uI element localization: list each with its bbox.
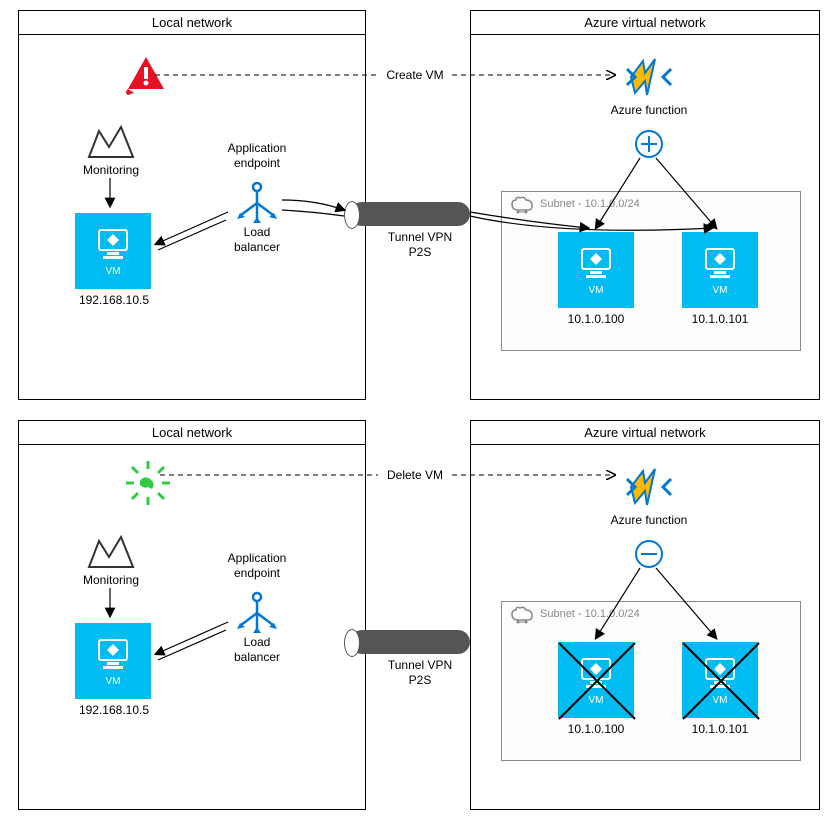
vm-ip-2: 10.1.0.101 <box>678 722 762 737</box>
vm-ip-1: 10.1.0.100 <box>554 722 638 737</box>
lb-label: Load balancer <box>229 635 285 665</box>
vm-azure-1: VM <box>558 232 634 308</box>
vm-ip: 192.168.10.5 <box>69 703 159 718</box>
vm-local-bottom: VM <box>75 623 151 699</box>
action-label-bottom: Delete VM <box>380 468 450 483</box>
lb-label: Load balancer <box>229 225 285 255</box>
monitoring-icon <box>87 121 135 164</box>
panel-title: Azure virtual network <box>471 11 819 35</box>
vm-azure-2: VM <box>682 232 758 308</box>
subnet-icon <box>510 606 534 629</box>
azure-function-icon <box>623 51 675 106</box>
func-label: Azure function <box>601 513 697 528</box>
azure-function-icon <box>623 461 675 516</box>
subnet-icon <box>510 196 534 219</box>
subnet-label: Subnet - 10.1.0.0/24 <box>540 198 640 210</box>
subnet-box: Subnet - 10.1.0.0/24 VM 10.1.0.100 VM <box>501 601 801 761</box>
panel-title: Local network <box>19 421 365 445</box>
monitoring-icon <box>87 531 135 574</box>
subnet-box: Subnet - 10.1.0.0/24 VM 10.1.0.100 VM 10… <box>501 191 801 351</box>
func-label: Azure function <box>601 103 697 118</box>
action-label-top: Create VM <box>380 68 450 83</box>
monitoring-label: Monitoring <box>81 163 141 178</box>
ok-icon <box>124 459 172 510</box>
vm-label: VM <box>106 266 121 277</box>
vm-azure-1-deleted: VM <box>558 642 634 718</box>
vm-ip: 192.168.10.5 <box>69 293 159 308</box>
vm-ip-1: 10.1.0.100 <box>554 312 638 327</box>
vm-label: VM <box>589 285 604 296</box>
load-balancer-icon <box>233 177 281 228</box>
panel-local-top: Local network Monitoring Application end… <box>18 10 366 400</box>
alert-icon <box>124 53 168 100</box>
vm-label: VM <box>713 285 728 296</box>
vm-azure-2-deleted: VM <box>682 642 758 718</box>
vm-label: VM <box>106 676 121 687</box>
panel-title: Local network <box>19 11 365 35</box>
vm-ip-2: 10.1.0.101 <box>678 312 762 327</box>
panel-local-bottom: Local network Monitoring Application end… <box>18 420 366 810</box>
plus-circle-icon <box>634 129 664 162</box>
minus-circle-icon <box>634 539 664 572</box>
subnet-label: Subnet - 10.1.0.0/24 <box>540 608 640 620</box>
tunnel-label-bottom: Tunnel VPN P2S <box>380 658 460 688</box>
vm-local-top: VM <box>75 213 151 289</box>
endpoint-label: Application endpoint <box>217 551 297 581</box>
tunnel-bottom <box>350 630 470 654</box>
tunnel-label-top: Tunnel VPN P2S <box>380 230 460 260</box>
panel-azure-top: Azure virtual network Azure function Sub… <box>470 10 820 400</box>
monitoring-label: Monitoring <box>81 573 141 588</box>
endpoint-label: Application endpoint <box>217 141 297 171</box>
tunnel-top <box>350 202 470 226</box>
panel-azure-bottom: Azure virtual network Azure function Sub… <box>470 420 820 810</box>
panel-title: Azure virtual network <box>471 421 819 445</box>
load-balancer-icon <box>233 587 281 638</box>
